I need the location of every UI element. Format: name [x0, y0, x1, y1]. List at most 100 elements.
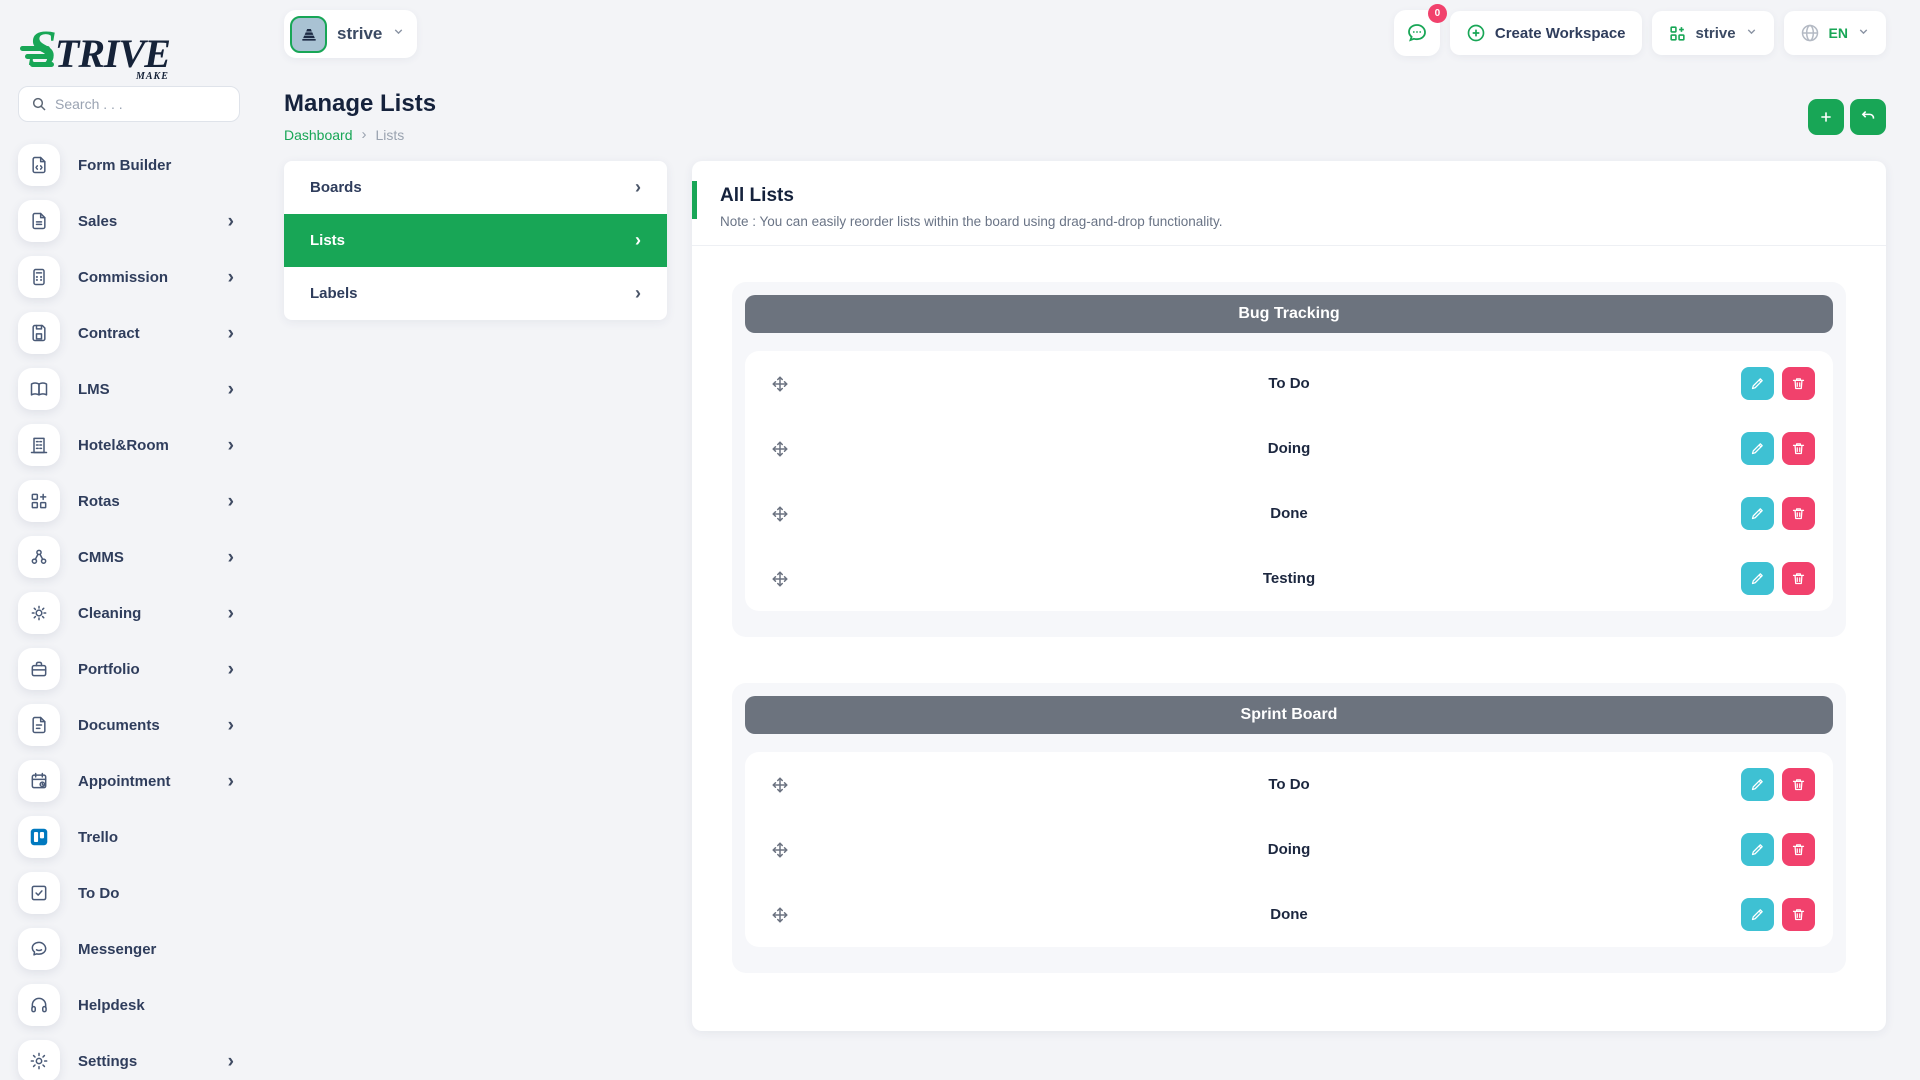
- delete-list-button[interactable]: [1782, 898, 1815, 931]
- workspace-select[interactable]: strive: [1651, 11, 1774, 55]
- list-name: To Do: [1268, 375, 1310, 392]
- sidebar-item-rotas[interactable]: Rotas ›: [18, 480, 240, 522]
- sidebar-search: [18, 86, 240, 122]
- list-row-to-do: To Do: [745, 351, 1833, 416]
- chevron-right-icon: ›: [227, 1050, 234, 1072]
- workspace-chip[interactable]: strive: [284, 10, 418, 58]
- sidebar-item-documents[interactable]: Documents ›: [18, 704, 240, 746]
- delete-list-button[interactable]: [1782, 768, 1815, 801]
- language-select[interactable]: EN: [1783, 11, 1886, 55]
- delete-list-button[interactable]: [1782, 367, 1815, 400]
- sidebar-item-cmms[interactable]: CMMS ›: [18, 536, 240, 578]
- sidebar-item-label: Helpdesk: [78, 996, 145, 1014]
- sidebar-item-portfolio[interactable]: Portfolio ›: [18, 648, 240, 690]
- trash-icon: [1791, 506, 1806, 521]
- search-input[interactable]: [55, 96, 227, 112]
- list-row-done: Done: [745, 882, 1833, 947]
- sidebar-item-lms[interactable]: LMS ›: [18, 368, 240, 410]
- drag-handle-icon[interactable]: [771, 440, 789, 458]
- edit-list-button[interactable]: [1741, 432, 1774, 465]
- pencil-icon: [1750, 777, 1765, 792]
- main-area: strive 0 Create Workspace: [258, 0, 1920, 1080]
- edit-list-button[interactable]: [1741, 898, 1774, 931]
- breadcrumb-dashboard-link[interactable]: Dashboard: [284, 126, 353, 143]
- delete-list-button[interactable]: [1782, 833, 1815, 866]
- edit-list-button[interactable]: [1741, 768, 1774, 801]
- drag-handle-icon[interactable]: [771, 375, 789, 393]
- back-button[interactable]: [1850, 98, 1886, 135]
- undo-arrow-icon: [1860, 108, 1877, 125]
- trash-icon: [1791, 777, 1806, 792]
- drag-handle-icon[interactable]: [771, 570, 789, 588]
- menu-item-label: Labels: [310, 285, 358, 302]
- chat-button[interactable]: 0: [1393, 4, 1447, 56]
- sidebar-item-cleaning[interactable]: Cleaning ›: [18, 592, 240, 634]
- chevron-right-icon: ›: [227, 490, 234, 512]
- sidebar-item-trello[interactable]: Trello: [18, 816, 240, 858]
- sidebar-item-hotel-room[interactable]: Hotel&Room ›: [18, 424, 240, 466]
- list-name: Done: [1270, 906, 1308, 923]
- logo-text: TRIVE: [54, 31, 171, 76]
- chevron-down-icon: [1745, 25, 1758, 42]
- briefcase-icon: [18, 648, 60, 690]
- trash-icon: [1791, 907, 1806, 922]
- drag-handle-icon[interactable]: [771, 906, 789, 924]
- list-name: Done: [1270, 505, 1308, 522]
- chevron-right-icon: ›: [635, 177, 641, 197]
- menu-item-label: Lists: [310, 232, 346, 249]
- list-row-done: Done: [745, 481, 1833, 546]
- trash-icon: [1791, 842, 1806, 857]
- building-icon: [18, 424, 60, 466]
- list-row-testing: Testing: [745, 546, 1833, 611]
- delete-list-button[interactable]: [1782, 562, 1815, 595]
- list-row-to-do: To Do: [745, 752, 1833, 817]
- add-list-button[interactable]: [1808, 98, 1844, 135]
- sun-icon: [18, 592, 60, 634]
- sidebar-item-contract[interactable]: Contract ›: [18, 312, 240, 354]
- list-name: To Do: [1268, 776, 1310, 793]
- menu-item-label: Boards: [310, 179, 362, 196]
- content-row: Boards › Lists › Labels › All Lists Note : Yo…: [284, 161, 1886, 1031]
- edit-list-button[interactable]: [1741, 497, 1774, 530]
- sidebar-item-label: Form Builder: [78, 156, 172, 174]
- chevron-right-icon: ›: [635, 230, 641, 250]
- sidebar-item-label: CMMS: [78, 548, 124, 566]
- edit-list-button[interactable]: [1741, 833, 1774, 866]
- card-head: All Lists Note : You can easily reorder …: [692, 161, 1886, 246]
- app-logo: STRIVE MAKE: [18, 10, 240, 82]
- menu-item-boards[interactable]: Boards ›: [284, 161, 667, 214]
- sidebar-item-appointment[interactable]: Appointment ›: [18, 760, 240, 802]
- sidebar-item-commission[interactable]: Commission ›: [18, 256, 240, 298]
- create-workspace-button[interactable]: Create Workspace: [1449, 11, 1642, 55]
- sidebar-nav: Form Builder Sales › Commission › Contract › LM…: [18, 144, 240, 1080]
- row-actions: [1741, 768, 1815, 801]
- board-section-bug-tracking: Bug Tracking To Do Doing Done Testing: [732, 282, 1846, 637]
- sidebar-item-label: LMS: [78, 380, 110, 398]
- edit-list-button[interactable]: [1741, 367, 1774, 400]
- chevron-down-icon: [1857, 25, 1870, 42]
- sidebar-item-label: Rotas: [78, 492, 120, 510]
- board-lists: To Do Doing Done Testing: [745, 351, 1833, 611]
- sidebar-item-label: Trello: [78, 828, 119, 846]
- delete-list-button[interactable]: [1782, 432, 1815, 465]
- sidebar-item-messenger[interactable]: Messenger: [18, 928, 240, 970]
- menu-item-labels[interactable]: Labels ›: [284, 267, 667, 320]
- delete-list-button[interactable]: [1782, 497, 1815, 530]
- sidebar-item-settings[interactable]: Settings ›: [18, 1040, 240, 1080]
- sidebar-item-helpdesk[interactable]: Helpdesk: [18, 984, 240, 1026]
- row-actions: [1741, 367, 1815, 400]
- menu-item-lists[interactable]: Lists ›: [284, 214, 667, 267]
- edit-list-button[interactable]: [1741, 562, 1774, 595]
- drag-handle-icon[interactable]: [771, 505, 789, 523]
- sidebar-item-label: Settings: [78, 1052, 138, 1070]
- sidebar-item-sales[interactable]: Sales ›: [18, 200, 240, 242]
- accent-bar: [692, 181, 697, 219]
- drag-handle-icon[interactable]: [771, 776, 789, 794]
- board-lists: To Do Doing Done: [745, 752, 1833, 947]
- chevron-right-icon: ›: [227, 322, 234, 344]
- row-actions: [1741, 562, 1815, 595]
- drag-handle-icon[interactable]: [771, 841, 789, 859]
- sidebar-item-to-do[interactable]: To Do: [18, 872, 240, 914]
- book-icon: [18, 368, 60, 410]
- sidebar-item-form-builder[interactable]: Form Builder: [18, 144, 240, 186]
